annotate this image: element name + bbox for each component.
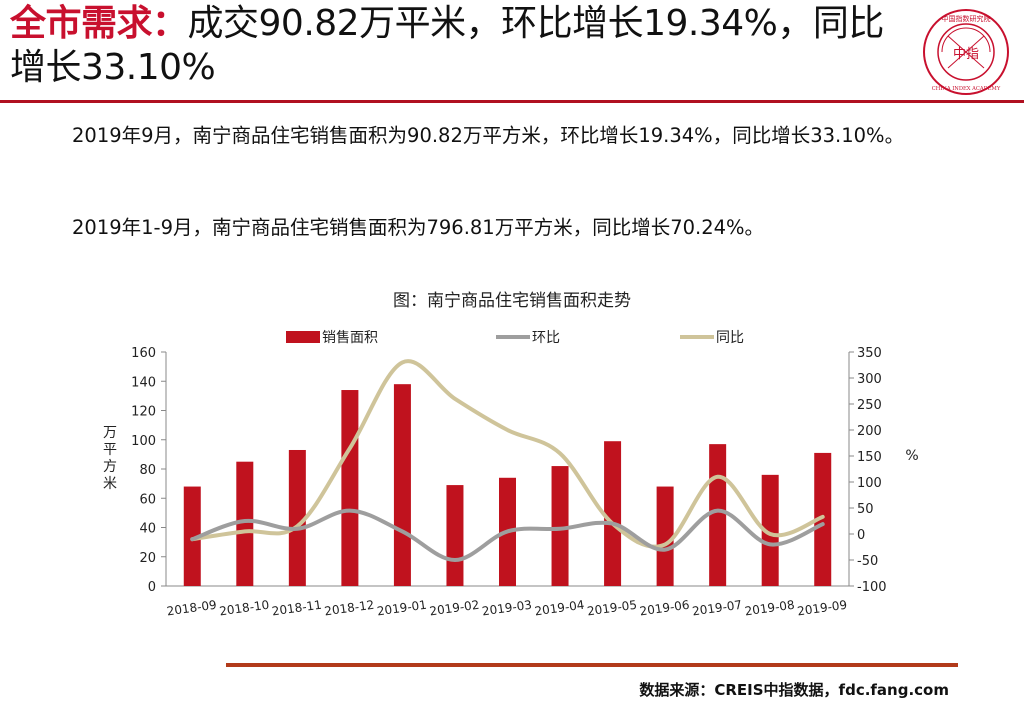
y-left-tick-label: 140 [131,375,156,390]
y2-axis-label: % [905,448,918,464]
x-tick-label: 2019-07 [691,598,743,619]
y-right-tick-label: 50 [857,502,874,517]
bar-2019-05 [604,441,622,586]
x-tick-label: 2018-11 [271,598,323,619]
title-divider [0,100,1024,103]
legend-label: 同比 [716,330,744,346]
bar-2019-06 [656,486,674,586]
y-right-tick-label: 200 [857,424,882,439]
x-tick-label: 2019-04 [534,598,586,619]
x-tick-label: 2019-03 [481,598,533,619]
logo-ring-en: CHINA INDEX ACADEMY [932,86,1001,92]
x-tick-label: 2019-05 [586,598,638,619]
line-series-同比 [190,359,825,549]
y-axis-label-char: 米 [103,476,117,492]
y-left-tick-label: 160 [131,346,156,361]
x-tick-label: 2018-12 [324,598,376,619]
x-tick-label: 2019-01 [376,598,428,619]
page-title-highlight: 全市需求： [10,3,188,44]
bar-2018-09 [183,486,201,586]
y-axis-label-char: 方 [103,459,117,475]
x-tick-label: 2018-10 [218,598,270,619]
y-axis-label-char: 平 [103,442,117,458]
x-tick-label: 2018-09 [166,598,218,619]
y-right-tick-label: 100 [857,476,882,491]
x-tick-label: 2019-02 [429,598,481,619]
x-tick-label: 2019-08 [744,598,796,619]
legend-label: 销售面积 [322,330,378,346]
x-tick-label: 2019-09 [796,598,848,619]
bar-2019-04 [551,466,569,586]
bar-2019-08 [761,474,779,586]
y-right-tick-label: 150 [857,450,882,465]
page-title: 全市需求：成交90.82万平米，环比增长19.34%，同比增长33.10% [10,2,910,90]
data-source-note: 数据来源：CREIS中指数据，fdc.fang.com [639,681,949,699]
y-left-tick-label: 20 [139,551,156,566]
bar-2019-09 [814,452,832,586]
y-left-tick-label: 0 [148,580,156,595]
y-left-tick-label: 40 [139,522,156,537]
line-series-环比 [190,508,825,563]
bar-2018-12 [341,390,359,586]
summary-paragraph-1: 2019年9月，南宁商品住宅销售面积为90.82万平方米，环比增长19.34%，… [72,124,905,147]
legend-label: 环比 [532,330,560,346]
chart-title: 图：南宁商品住宅销售面积走势 [393,291,631,311]
y-axis-label-char: 万 [103,425,117,441]
y-left-tick-label: 100 [131,434,156,449]
bar-2018-11 [288,449,306,586]
page-title-text: 成交90.82万平米，环比增长19.34%，同比增长33.10% [10,3,884,88]
y-right-tick-label: -100 [857,580,887,595]
bar-2019-01 [393,384,411,586]
logo-center-text: 中指 [953,47,979,62]
footer-divider [226,663,958,667]
bar-2019-02 [446,485,464,586]
sales-area-chart: 0 20 40 60 80 100 120 140 160 -100 -50 0 50 100 150 200… [103,330,919,619]
summary-paragraph-2: 2019年1-9月，南宁商品住宅销售面积为796.81万平方米，同比增长70.2… [72,216,765,239]
x-tick-label: 2019-06 [639,598,691,619]
y-right-tick-label: 350 [857,346,882,361]
y-left-tick-label: 60 [139,492,156,507]
logo-ring-cn: 中国指数研究院 [942,14,991,23]
y-left-tick-label: 80 [139,463,156,478]
china-index-academy-seal-icon: 中指 中国指数研究院 CHINA INDEX ACADEMY [923,9,1009,95]
y-right-tick-label: 0 [857,528,865,543]
y-right-tick-label: 250 [857,398,882,413]
y-right-tick-label: 300 [857,372,882,387]
legend-swatch-销售面积 [286,331,320,343]
bar-2018-10 [236,461,254,586]
y-right-tick-label: -50 [857,554,878,569]
y-left-tick-label: 120 [131,405,156,420]
bar-2019-07 [709,444,727,586]
